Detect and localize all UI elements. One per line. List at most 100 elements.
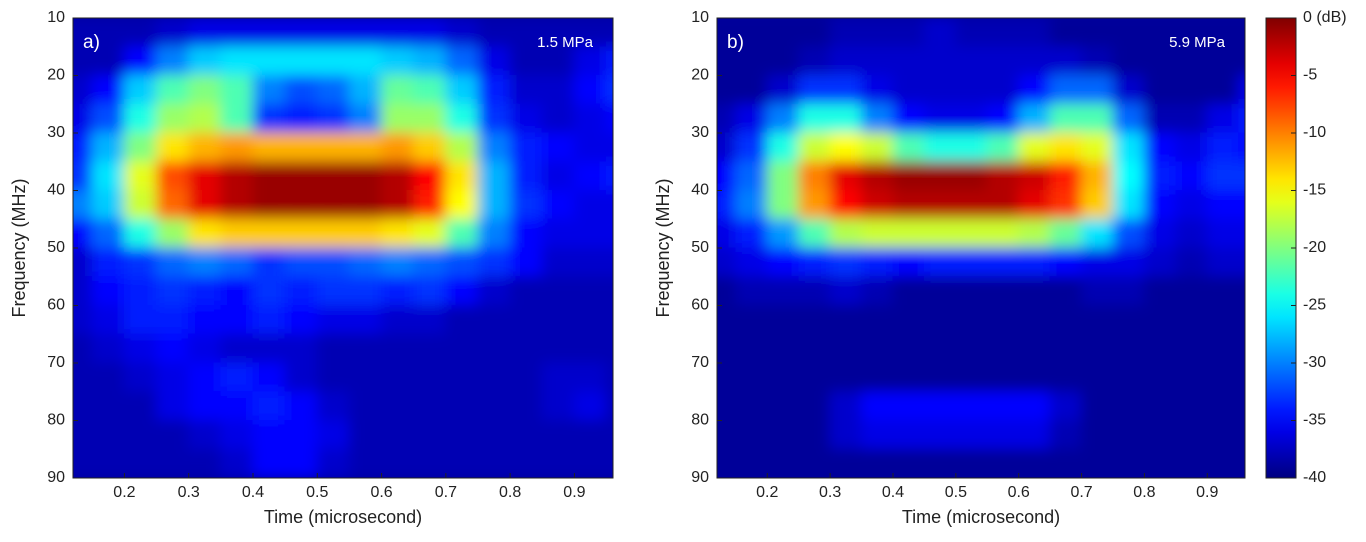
x-axis-label: Time (microsecond)	[264, 507, 422, 527]
heatmap-cell	[798, 161, 831, 191]
heatmap-cell	[477, 218, 511, 249]
heatmap-cell	[735, 190, 768, 220]
heatmap-cell	[573, 276, 608, 306]
heatmap-cell	[348, 132, 383, 163]
x-axis-label: Time (microsecond)	[902, 507, 1060, 527]
heatmap-cell	[445, 161, 479, 191]
heatmap-cell	[123, 132, 158, 163]
heatmap-cell	[955, 46, 988, 76]
heatmap-cell	[284, 18, 318, 48]
heatmap-cell	[606, 190, 613, 220]
heatmap-cell	[861, 305, 894, 335]
heatmap-cell	[892, 18, 925, 48]
heatmap-cell	[1206, 46, 1240, 76]
heatmap-cell	[986, 218, 1020, 249]
heatmap-cell	[252, 103, 286, 134]
heatmap-cell	[316, 103, 350, 134]
heatmap-cell	[445, 132, 479, 163]
heatmap-cell	[1238, 132, 1245, 163]
heatmap-cell	[1238, 276, 1245, 306]
heatmap-cell	[541, 161, 575, 191]
heatmap-cell	[861, 362, 894, 393]
y-tick-label: 40	[47, 182, 65, 199]
heatmap-cell	[252, 247, 286, 278]
heatmap-cell	[717, 333, 737, 364]
heatmap-cell	[284, 420, 318, 450]
heatmap-cell	[348, 218, 383, 249]
heatmap-cell	[735, 333, 768, 364]
y-tick-label: 60	[691, 297, 709, 314]
heatmap-cell	[123, 161, 158, 191]
heatmap-cell	[541, 18, 575, 48]
heatmap-cell	[1018, 190, 1051, 220]
heatmap-cell	[316, 46, 350, 76]
heatmap-cell	[955, 103, 988, 134]
heatmap-cell	[798, 420, 831, 450]
heatmap-cell	[445, 305, 479, 335]
heatmap-cell	[829, 276, 863, 306]
heatmap-cell	[284, 103, 318, 134]
heatmap-cell	[1175, 46, 1208, 76]
heatmap-cell	[381, 132, 415, 163]
heatmap-cell	[735, 247, 768, 278]
heatmap-cell	[717, 391, 737, 421]
y-axis-label: Frequency (MHz)	[653, 178, 673, 317]
heatmap-cell	[541, 218, 575, 249]
heatmap-cell	[1143, 333, 1177, 364]
heatmap-cell	[413, 190, 447, 220]
heatmap-cell	[1018, 46, 1051, 76]
x-tick-label: 0.2	[756, 484, 778, 501]
heatmap-cell	[413, 333, 447, 364]
heatmap-cell	[766, 18, 800, 48]
heatmap-cell	[284, 46, 318, 76]
heatmap-cell	[188, 103, 222, 134]
heatmap-cell	[156, 276, 190, 306]
heatmap-cell	[1018, 305, 1051, 335]
y-tick-label: 30	[47, 124, 65, 141]
heatmap-cell	[955, 190, 988, 220]
heatmap-cell	[1206, 420, 1240, 450]
heatmap-cell	[156, 103, 190, 134]
x-tick-label: 0.8	[499, 484, 521, 501]
heatmap-cell	[348, 46, 383, 76]
heatmap-cell	[923, 362, 957, 393]
heatmap-cell	[123, 46, 158, 76]
heatmap-cell	[892, 103, 925, 134]
heatmap-cell	[717, 132, 737, 163]
heatmap-cell	[892, 420, 925, 450]
heatmap-cell	[91, 75, 125, 105]
heatmap-cell	[1081, 391, 1114, 421]
heatmap-cell	[188, 247, 222, 278]
heatmap-cell	[252, 18, 286, 48]
heatmap-cell	[1112, 362, 1145, 393]
heatmap-cell	[829, 333, 863, 364]
heatmap-cell	[892, 333, 925, 364]
heatmap-cell	[606, 75, 613, 105]
heatmap-cell	[156, 391, 190, 421]
heatmap-cell	[123, 362, 158, 393]
heatmap-cell	[986, 161, 1020, 191]
x-tick-label: 0.4	[242, 484, 264, 501]
heatmap-cell	[1238, 218, 1245, 249]
heatmap-cell	[1206, 161, 1240, 191]
heatmap-cell	[1018, 18, 1051, 48]
heatmap-cell	[348, 305, 383, 335]
heatmap-cell	[509, 420, 543, 450]
heatmap-cell	[955, 448, 988, 478]
heatmap-cell	[91, 247, 125, 278]
colorbar-tick-label: -5	[1303, 67, 1317, 84]
heatmap-cell	[73, 103, 93, 134]
heatmap-cell	[413, 103, 447, 134]
heatmap-cell	[717, 218, 737, 249]
heatmap-cell	[413, 420, 447, 450]
heatmap-cell	[1206, 333, 1240, 364]
heatmap-cell	[923, 420, 957, 450]
heatmap-cell	[413, 247, 447, 278]
heatmap-cell	[1238, 46, 1245, 76]
heatmap-cell	[606, 218, 613, 249]
heatmap-cell	[509, 247, 543, 278]
y-tick-label: 50	[691, 239, 709, 256]
heatmap-cell	[1112, 190, 1145, 220]
heatmap-cell	[1238, 305, 1245, 335]
heatmap-cell	[541, 46, 575, 76]
